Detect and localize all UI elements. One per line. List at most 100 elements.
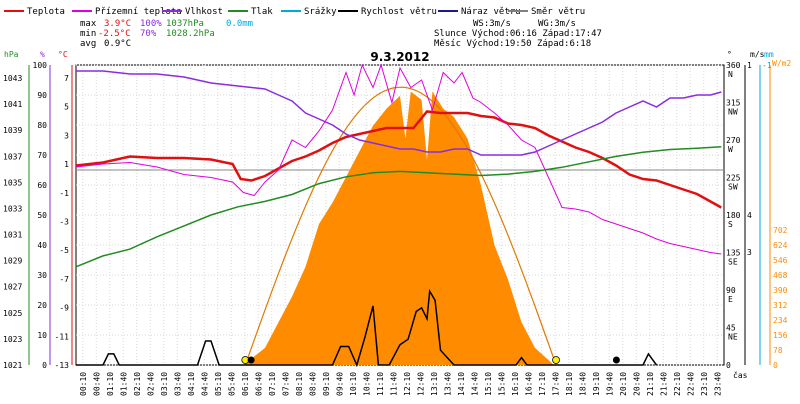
- series-line: [75, 146, 722, 268]
- x-tick-label: 13:10: [430, 372, 439, 396]
- x-tick-label: 23:10: [700, 372, 709, 396]
- hpa-tick-label: 1035: [3, 178, 22, 187]
- x-tick-label: 00:10: [79, 372, 88, 396]
- hpa-tick-label: 1023: [3, 335, 22, 344]
- x-tick-label: 12:40: [416, 372, 425, 396]
- legend-item: Náraz větru: [438, 7, 521, 17]
- x-tick-label: 05:10: [214, 372, 223, 396]
- dir-tick-label: NW: [728, 108, 738, 117]
- wm2-tick-label: 156: [773, 331, 788, 340]
- legend-label: Teplota: [27, 7, 65, 17]
- x-tick-label: 06:10: [241, 372, 250, 396]
- dir-tick-label: SE: [728, 258, 738, 267]
- c-tick-label: -9: [59, 304, 69, 313]
- wm2-unit: W/m2: [772, 59, 791, 68]
- x-tick-label: 11:10: [376, 372, 385, 396]
- mm-unit: mm: [764, 50, 774, 59]
- legend-label: Náraz větru: [461, 7, 521, 17]
- c-unit: °C: [58, 50, 68, 59]
- x-tick-label: 22:40: [686, 372, 695, 396]
- deg-unit: °: [727, 50, 732, 59]
- x-tick-label: 10:40: [362, 372, 371, 396]
- hpa-tick-label: 1039: [3, 126, 22, 135]
- c-tick-label: -1: [59, 189, 69, 198]
- deg-tick-label: 0: [726, 361, 731, 370]
- c-tick-label: 1: [64, 160, 69, 169]
- series-line: [76, 288, 658, 368]
- wm2-tick-label: 624: [773, 241, 788, 250]
- pct-tick-label: 30: [37, 271, 47, 280]
- x-tick-label: 09:10: [322, 372, 331, 396]
- x-tick-label: 16:40: [524, 372, 533, 396]
- stats-min-temp: -2.5°C: [98, 29, 131, 39]
- x-tick-label: 21:40: [659, 372, 668, 396]
- x-tick-label: 16:10: [511, 372, 520, 396]
- x-tick-label: 22:10: [673, 372, 682, 396]
- plot-area: [75, 63, 725, 368]
- series-line: [75, 63, 722, 255]
- x-tick-label: 03:40: [173, 372, 182, 396]
- x-tick-label: 20:10: [619, 372, 628, 396]
- chart-title: 9.3.2012: [370, 50, 429, 64]
- deg-tick-label: 270: [726, 136, 741, 145]
- x-tick-label: 05:40: [227, 372, 236, 396]
- x-tick-label: 19:10: [592, 372, 601, 396]
- legend-label: Přízemní teplota: [95, 7, 182, 17]
- x-tick-label: 08:10: [295, 372, 304, 396]
- wm2-tick-label: 234: [773, 316, 788, 325]
- ms-tick-label: 3: [747, 248, 752, 257]
- x-tick-label: 15:10: [484, 372, 493, 396]
- time-unit: čas: [733, 370, 748, 380]
- series-line: [76, 70, 722, 156]
- c-tick-label: 3: [64, 131, 69, 140]
- hpa-tick-label: 1033: [3, 204, 22, 213]
- sun-marker: [552, 356, 560, 364]
- pct-tick-label: 80: [37, 121, 47, 130]
- c-tick-label: -7: [59, 275, 69, 284]
- legend-label: Vlhkost: [185, 7, 223, 17]
- deg-tick-label: 225: [726, 174, 741, 183]
- x-tick-label: 08:40: [308, 372, 317, 396]
- legend-item: Rychlost větru: [338, 7, 437, 17]
- legend-item: Srážky: [281, 7, 337, 17]
- stats-min-press: 1028.2hPa: [166, 29, 215, 39]
- wm2-tick-label: 702: [773, 226, 788, 235]
- moon-marker: [612, 356, 620, 364]
- wm2-tick-label: 312: [773, 301, 788, 310]
- x-tick-label: 21:10: [646, 372, 655, 396]
- legend-label: Tlak: [251, 7, 273, 17]
- x-tick-label: 04:40: [200, 372, 209, 396]
- pct-tick-label: 0: [42, 361, 47, 370]
- ms-tick-label: 4: [747, 211, 752, 220]
- hpa-unit: hPa: [4, 50, 19, 59]
- x-tick-label: 07:40: [281, 372, 290, 396]
- x-tick-label: 17:10: [538, 372, 547, 396]
- c-tick-label: -3: [59, 218, 69, 227]
- wind-ws: WS:3m/s: [473, 19, 511, 29]
- moon-times: Měsíc Východ:19:50 Západ:6:18: [434, 39, 591, 49]
- pct-unit: %: [40, 50, 45, 59]
- deg-tick-label: 90: [726, 286, 736, 295]
- mm-tick-label: -1: [762, 61, 772, 70]
- x-tick-label: 10:10: [349, 372, 358, 396]
- x-axis: 00:10 00:40 01:10 01:40 02:10 02:40 03:10 03:40…: [79, 372, 723, 396]
- hpa-tick-label: 1025: [3, 309, 22, 318]
- deg-tick-label: 360: [726, 61, 741, 70]
- legend-label: Srážky: [304, 7, 337, 17]
- legend: Teplota Přízemní teplota Vlhkost Tlak Srážky…: [4, 7, 585, 17]
- left-axes: 1043104110391037103510331031102910271025…: [3, 61, 73, 370]
- stats-max-label: max: [80, 19, 97, 29]
- x-tick-label: 02:40: [146, 372, 155, 396]
- x-tick-label: 00:40: [92, 372, 101, 396]
- legend-item: Směr větru: [508, 7, 585, 17]
- pct-tick-label: 50: [37, 211, 47, 220]
- hpa-tick-label: 1043: [3, 74, 22, 83]
- x-tick-label: 11:40: [389, 372, 398, 396]
- x-tick-label: 15:40: [497, 372, 506, 396]
- x-tick-label: 17:40: [551, 372, 560, 396]
- legend-item: Přízemní teplota: [72, 7, 182, 17]
- wm2-tick-label: 468: [773, 271, 788, 280]
- pct-tick-label: 70: [37, 151, 47, 160]
